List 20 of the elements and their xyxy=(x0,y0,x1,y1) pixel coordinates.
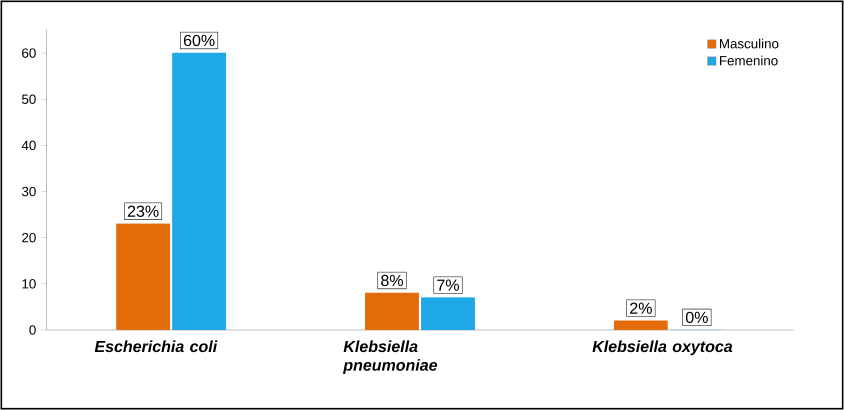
data-label: 23% xyxy=(128,206,159,217)
legend-label: Masculino xyxy=(720,38,778,48)
x-tick-label: Klebsiella oxytoca xyxy=(592,340,732,356)
data-label: 2% xyxy=(630,302,652,314)
bar xyxy=(421,297,475,330)
data-label: 8% xyxy=(381,274,403,286)
bar xyxy=(172,52,226,330)
data-label: 7% xyxy=(437,280,459,291)
x-tick-label: Klebsiella pneumoniae xyxy=(342,340,438,374)
x-tick-label: Escherichia coli xyxy=(94,340,218,352)
y-tick-label: 0 xyxy=(29,325,36,335)
data-label: 60% xyxy=(184,34,215,46)
data-label: 0% xyxy=(686,312,708,324)
y-tick-label: 20 xyxy=(22,232,36,242)
y-tick-label: 40 xyxy=(22,140,36,150)
y-tick-label: 50 xyxy=(22,94,36,104)
y-tick-label: 30 xyxy=(22,186,36,196)
y-tick-label: 10 xyxy=(22,279,36,289)
y-tick-label: 60 xyxy=(22,48,36,58)
legend-label: Femenino xyxy=(720,56,778,66)
